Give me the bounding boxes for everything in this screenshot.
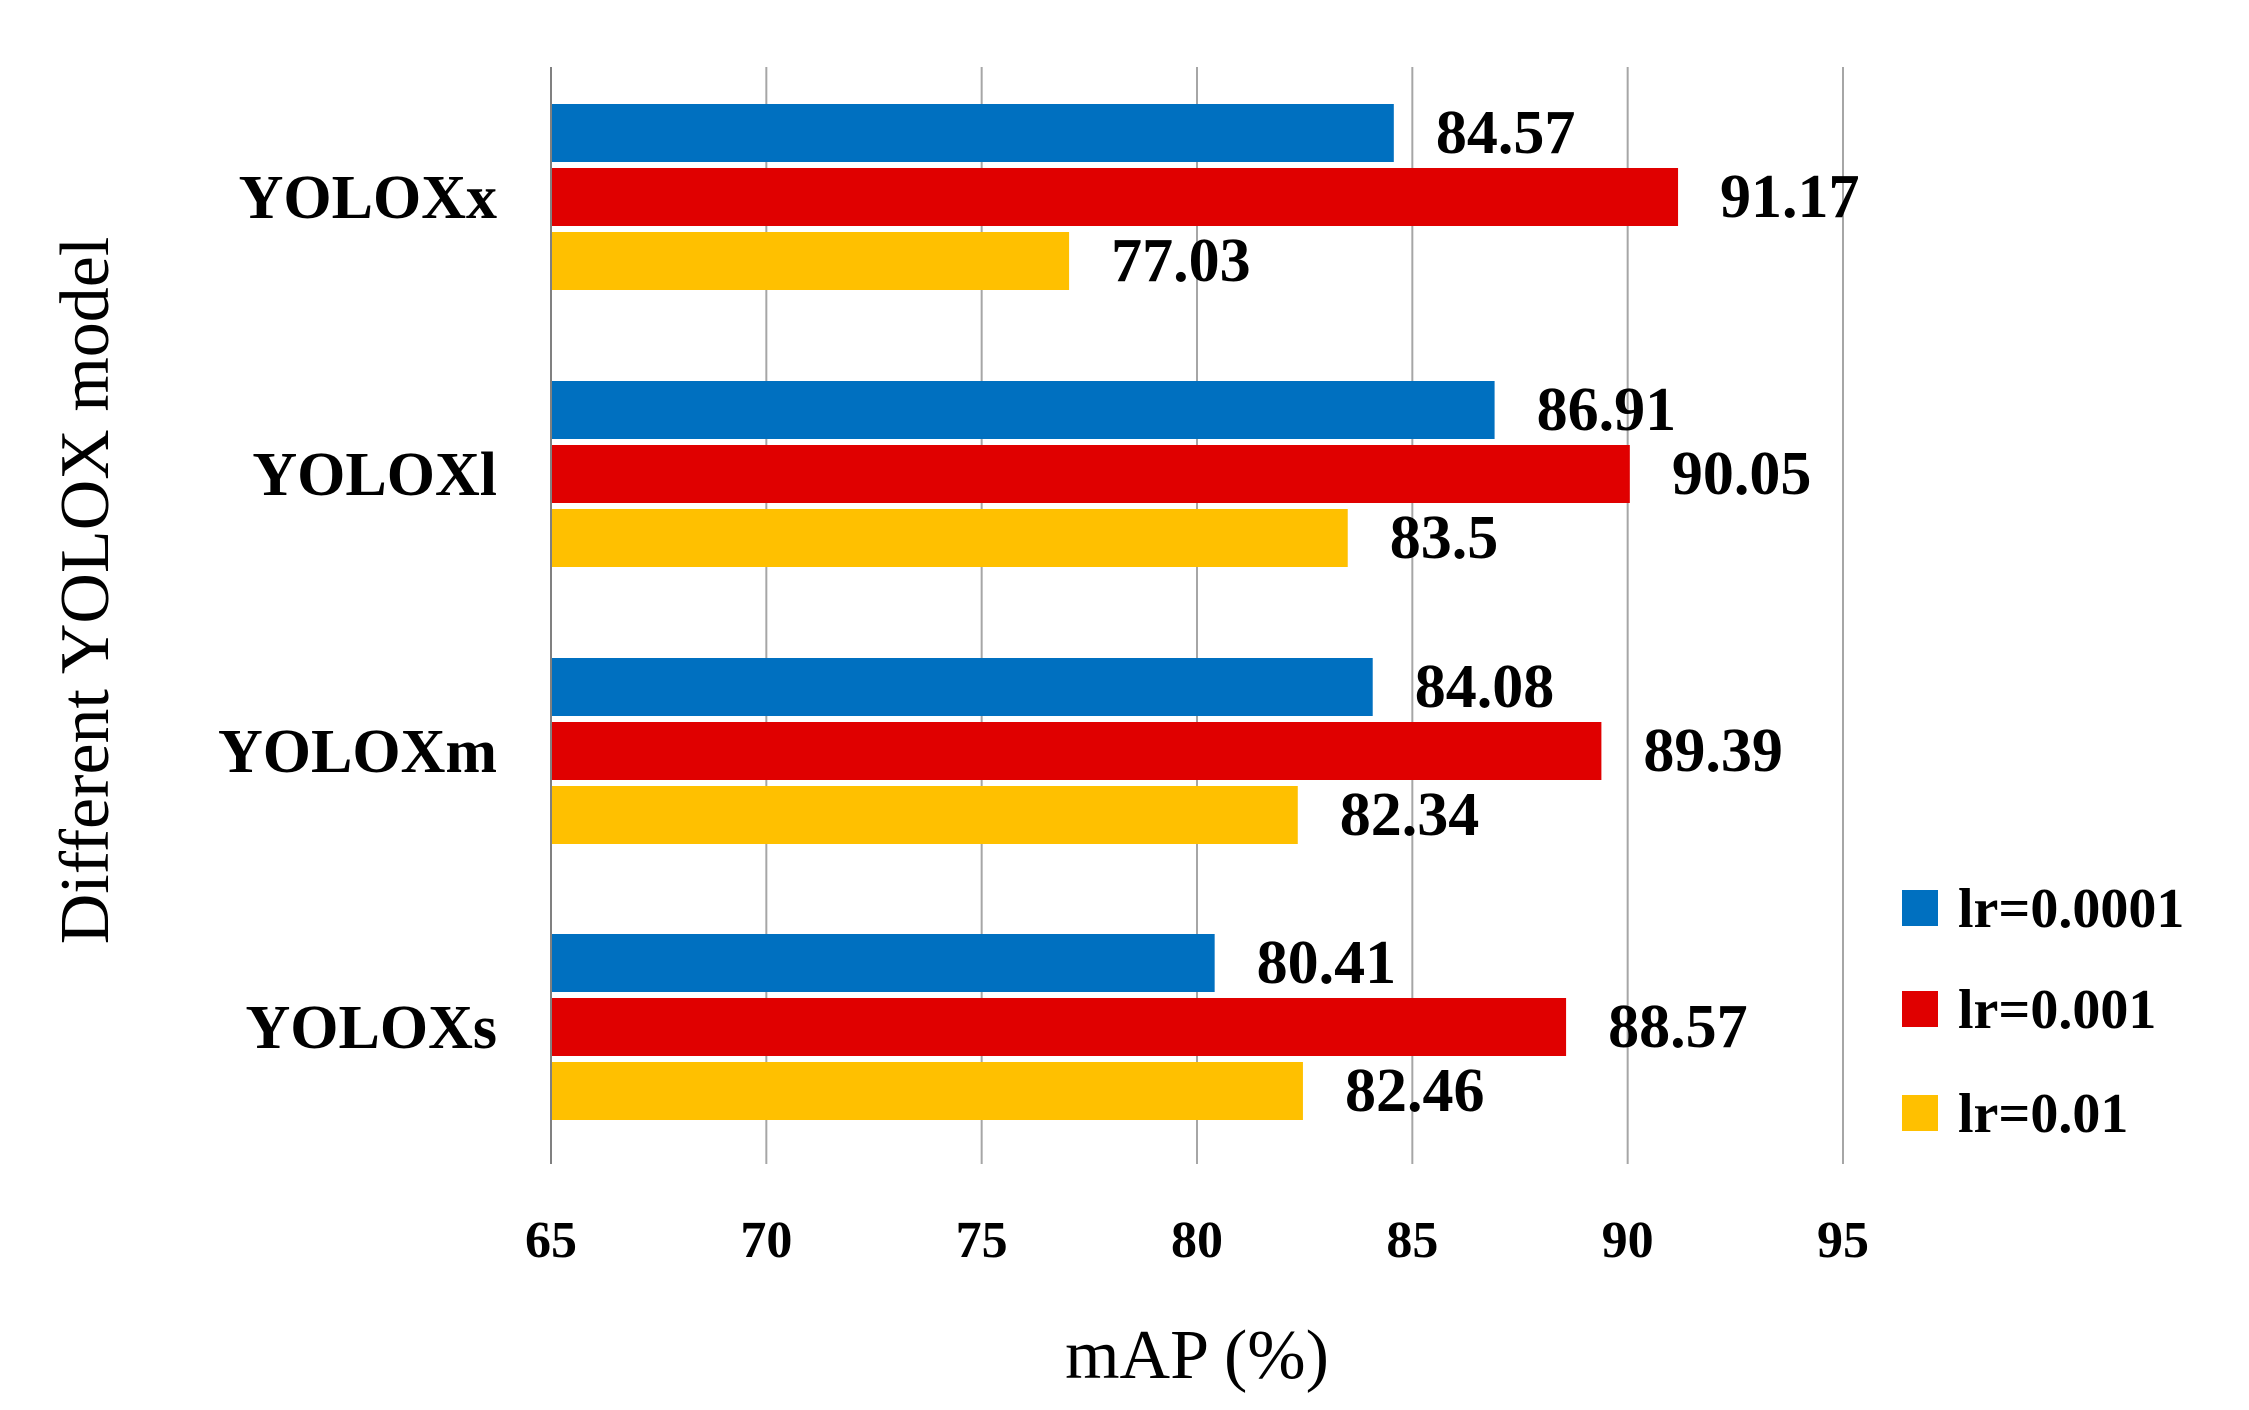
bar (551, 998, 1567, 1056)
y-axis-title: Different YOLOX model (47, 237, 124, 945)
bar (551, 168, 1679, 226)
category-label: YOLOXx (239, 164, 497, 232)
legend: lr=0.0001 lr=0.001 lr=0.01 (1902, 878, 2184, 1145)
x-tick-labels: 65 70 75 80 85 90 95 (525, 1212, 1869, 1269)
data-label: 77.03 (1111, 227, 1251, 295)
bar (551, 445, 1630, 503)
bar (551, 1062, 1303, 1120)
x-tick-label: 85 (1386, 1212, 1438, 1269)
x-tick-label: 65 (525, 1212, 577, 1269)
bar (551, 232, 1070, 290)
x-tick-label: 80 (1171, 1212, 1223, 1269)
data-label: 84.57 (1436, 99, 1576, 167)
bar (551, 786, 1298, 844)
category-label: YOLOXl (252, 441, 497, 509)
x-axis-title: mAP (%) (1065, 1317, 1329, 1394)
legend-swatch (1902, 890, 1938, 926)
data-label: 90.05 (1672, 440, 1812, 508)
data-label: 91.17 (1720, 163, 1860, 231)
x-tick-label: 75 (956, 1212, 1008, 1269)
legend-label: lr=0.001 (1958, 979, 2156, 1041)
data-label: 80.41 (1257, 929, 1397, 997)
data-label: 82.46 (1345, 1057, 1485, 1125)
data-label: 86.91 (1537, 376, 1677, 444)
data-label: 88.57 (1608, 993, 1748, 1061)
bars (551, 104, 1679, 1120)
data-label: 82.34 (1340, 781, 1480, 849)
bar (551, 509, 1348, 567)
bar (551, 381, 1495, 439)
legend-label: lr=0.01 (1958, 1083, 2128, 1145)
bar (551, 104, 1394, 162)
data-label: 89.39 (1643, 717, 1783, 785)
legend-swatch (1902, 1095, 1938, 1131)
category-labels: YOLOXx YOLOXl YOLOXm YOLOXs (218, 164, 497, 1062)
legend-label: lr=0.0001 (1958, 878, 2184, 940)
x-tick-label: 95 (1817, 1212, 1869, 1269)
bar (551, 934, 1215, 992)
x-tick-label: 90 (1602, 1212, 1654, 1269)
x-tick-label: 70 (740, 1212, 792, 1269)
data-label: 83.5 (1390, 504, 1499, 572)
category-label: YOLOXs (246, 994, 497, 1062)
legend-swatch (1902, 991, 1938, 1027)
bar (551, 722, 1602, 780)
category-label: YOLOXm (218, 718, 497, 786)
bar (551, 658, 1373, 716)
data-label: 84.08 (1415, 653, 1555, 721)
